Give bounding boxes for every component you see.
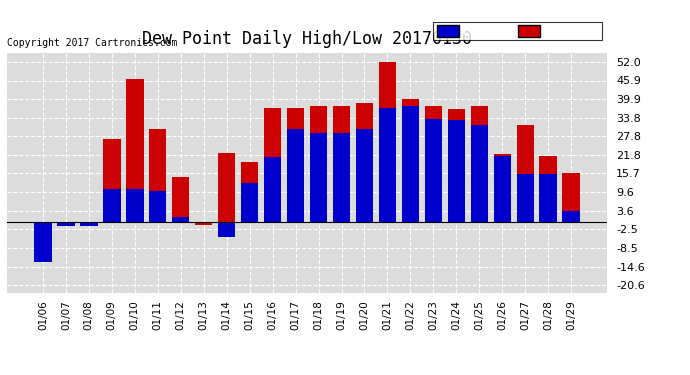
Bar: [218, 222, 235, 237]
Bar: [562, 211, 580, 222]
Bar: [379, 108, 396, 222]
Bar: [493, 156, 511, 222]
Bar: [540, 174, 557, 222]
Bar: [172, 217, 190, 222]
Bar: [172, 177, 190, 222]
Bar: [264, 157, 282, 222]
Legend: Low  (°F), High  (°F): Low (°F), High (°F): [433, 22, 602, 40]
Bar: [333, 132, 351, 222]
Bar: [517, 125, 534, 222]
Bar: [218, 153, 235, 222]
Bar: [333, 106, 351, 222]
Bar: [103, 139, 121, 222]
Bar: [540, 156, 557, 222]
Bar: [80, 222, 97, 226]
Bar: [402, 99, 419, 222]
Bar: [310, 106, 327, 222]
Bar: [424, 118, 442, 222]
Bar: [264, 108, 282, 222]
Bar: [241, 162, 258, 222]
Bar: [57, 222, 75, 226]
Bar: [379, 62, 396, 222]
Bar: [126, 189, 144, 222]
Bar: [103, 189, 121, 222]
Bar: [126, 79, 144, 222]
Bar: [562, 173, 580, 222]
Bar: [493, 154, 511, 222]
Bar: [149, 129, 166, 222]
Bar: [195, 222, 213, 223]
Bar: [356, 103, 373, 222]
Bar: [241, 183, 258, 222]
Bar: [448, 110, 465, 222]
Bar: [287, 129, 304, 222]
Bar: [57, 222, 75, 225]
Bar: [448, 120, 465, 222]
Title: Dew Point Daily High/Low 20170130: Dew Point Daily High/Low 20170130: [142, 30, 472, 48]
Bar: [195, 222, 213, 225]
Bar: [517, 174, 534, 222]
Bar: [424, 106, 442, 222]
Bar: [34, 222, 52, 262]
Bar: [149, 191, 166, 222]
Text: Copyright 2017 Cartronics.com: Copyright 2017 Cartronics.com: [7, 38, 177, 48]
Bar: [310, 132, 327, 222]
Bar: [402, 106, 419, 222]
Bar: [34, 222, 52, 225]
Bar: [471, 106, 488, 222]
Bar: [80, 222, 97, 225]
Bar: [287, 108, 304, 222]
Bar: [356, 129, 373, 222]
Bar: [471, 125, 488, 222]
